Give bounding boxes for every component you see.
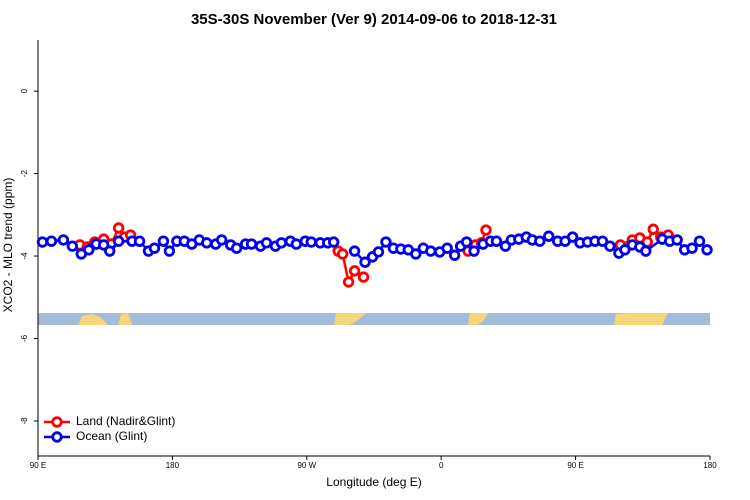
point <box>36 236 49 248</box>
point <box>103 245 116 257</box>
x-tick-label: 90 E <box>567 461 583 470</box>
point <box>425 245 437 257</box>
y-tick-label: -4 <box>20 252 29 260</box>
point <box>260 237 273 249</box>
x-axis-label: Longitude (deg E) <box>326 475 421 489</box>
point <box>359 256 371 268</box>
point <box>543 230 555 242</box>
chart-title: 35S-30S November (Ver 9) 2014-09-06 to 2… <box>191 11 557 28</box>
point <box>230 242 243 254</box>
point <box>336 248 349 260</box>
point <box>57 234 70 246</box>
point <box>157 235 170 247</box>
y-tick-label: -8 <box>20 417 29 425</box>
point <box>357 271 370 283</box>
point <box>448 249 461 261</box>
point <box>372 246 385 258</box>
y-tick-label: 0 <box>20 88 29 93</box>
point <box>490 235 503 247</box>
point <box>647 223 659 235</box>
point <box>163 245 176 257</box>
point <box>215 234 228 246</box>
point <box>604 240 616 252</box>
x-tick-label: 180 <box>166 461 180 470</box>
legend-label: Land (Nadir&Glint) <box>76 414 175 428</box>
legend-marker <box>51 416 63 428</box>
point <box>327 236 340 248</box>
point <box>410 248 422 260</box>
point <box>693 235 706 247</box>
point <box>460 236 473 248</box>
y-tick-label: -2 <box>20 169 29 177</box>
point <box>112 222 125 234</box>
legend-label: Ocean (Glint) <box>76 429 147 443</box>
point <box>348 245 361 257</box>
point <box>148 242 161 254</box>
x-tick-label: 90 E <box>30 461 46 470</box>
point <box>534 235 546 247</box>
x-tick-label: 0 <box>439 461 444 470</box>
point <box>66 240 79 252</box>
point <box>201 237 213 249</box>
point <box>112 235 125 247</box>
point <box>45 235 58 247</box>
point <box>480 224 492 236</box>
y-tick-label: -6 <box>20 334 29 342</box>
point <box>342 276 355 288</box>
point <box>619 244 631 256</box>
point <box>686 242 698 254</box>
point <box>596 235 609 247</box>
y-axis-label: XCO2 - MLO trend (ppm) <box>1 178 15 313</box>
x-tick-label: 180 <box>703 461 717 470</box>
point <box>348 265 361 277</box>
legend-marker <box>51 431 63 443</box>
point <box>305 236 317 248</box>
point <box>671 234 683 246</box>
x-tick-label: 90 W <box>297 461 316 470</box>
point <box>83 244 95 256</box>
point <box>245 238 258 250</box>
point <box>701 244 713 256</box>
point <box>566 231 579 243</box>
point <box>441 242 453 254</box>
point <box>468 245 480 257</box>
point <box>290 238 303 250</box>
surface-strip <box>38 313 710 325</box>
point <box>275 237 288 249</box>
point <box>640 245 652 257</box>
point <box>380 236 392 248</box>
point <box>133 235 146 247</box>
